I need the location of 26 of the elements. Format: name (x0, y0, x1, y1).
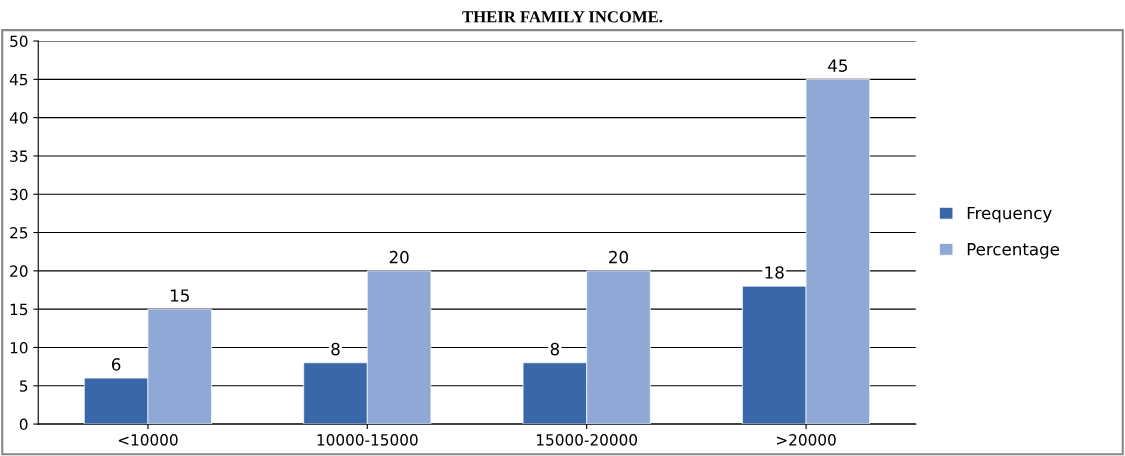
y-tick-label: 45 (9, 74, 28, 86)
x-tick-label: >20000 (776, 434, 836, 446)
x-tick-label: 15000-20000 (537, 434, 638, 446)
y-tick-label: 10 (10, 341, 28, 354)
y-tick-label: 25 (10, 227, 28, 239)
data-label: 18 (765, 266, 784, 279)
data-label: 15 (170, 289, 189, 302)
y-tick-label: 15 (10, 303, 28, 316)
chart-title: THEIR FAMILY INCOME. (462, 11, 663, 23)
y-tick-label: 50 (10, 35, 28, 48)
y-tick-label: 5 (19, 380, 28, 392)
data-label: 8 (331, 342, 340, 356)
y-tick-label: 30 (10, 188, 28, 201)
data-label: 6 (111, 358, 121, 371)
x-tick-label: <10000 (118, 434, 178, 446)
legend-label: Percentage (967, 243, 1060, 259)
y-tick-label: 40 (9, 112, 28, 124)
data-label: 45 (828, 59, 848, 72)
y-tick-label: 20 (10, 265, 28, 277)
legend-label: Frequency (967, 206, 1052, 223)
data-label: 20 (389, 250, 409, 264)
y-tick-label: 35 (10, 150, 28, 162)
data-label: 8 (550, 342, 560, 356)
x-tick-label: 10000-15000 (317, 434, 418, 446)
y-tick-label: 0 (19, 418, 28, 431)
data-label: 20 (609, 250, 628, 264)
